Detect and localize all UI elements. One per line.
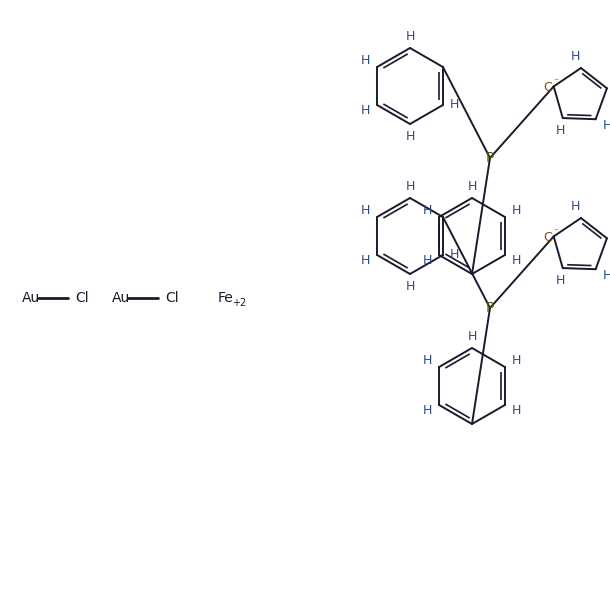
Text: H: H	[450, 99, 459, 111]
Text: H: H	[361, 255, 370, 268]
Text: H: H	[361, 205, 370, 218]
Text: H: H	[361, 105, 370, 117]
Text: H: H	[512, 405, 522, 418]
Text: H: H	[422, 355, 432, 368]
Text: H: H	[422, 405, 432, 418]
Text: H: H	[512, 205, 522, 218]
Text: H: H	[361, 55, 370, 67]
Text: H: H	[405, 180, 415, 193]
Text: H: H	[405, 30, 415, 42]
Text: H: H	[556, 274, 565, 287]
Text: H: H	[603, 269, 610, 281]
Text: C: C	[544, 231, 552, 244]
Text: H: H	[422, 205, 432, 218]
Text: H: H	[405, 280, 415, 293]
Text: C: C	[544, 81, 552, 94]
Text: H: H	[512, 355, 522, 368]
Text: H: H	[570, 49, 580, 62]
Text: ⁻: ⁻	[553, 77, 558, 87]
Text: Cl: Cl	[75, 291, 88, 305]
Text: H: H	[422, 255, 432, 268]
Text: Cl: Cl	[165, 291, 179, 305]
Text: ⁻: ⁻	[553, 227, 558, 237]
Text: H: H	[603, 119, 610, 131]
Text: H: H	[570, 199, 580, 212]
Text: H: H	[556, 124, 565, 137]
Text: P: P	[486, 301, 494, 315]
Text: H: H	[467, 180, 476, 193]
Text: P: P	[486, 151, 494, 165]
Text: H: H	[467, 330, 476, 343]
Text: Au: Au	[112, 291, 131, 305]
Text: Au: Au	[22, 291, 40, 305]
Text: H: H	[512, 255, 522, 268]
Text: H: H	[450, 249, 459, 261]
Text: +2: +2	[232, 298, 246, 308]
Text: H: H	[405, 130, 415, 142]
Text: Fe: Fe	[218, 291, 234, 305]
